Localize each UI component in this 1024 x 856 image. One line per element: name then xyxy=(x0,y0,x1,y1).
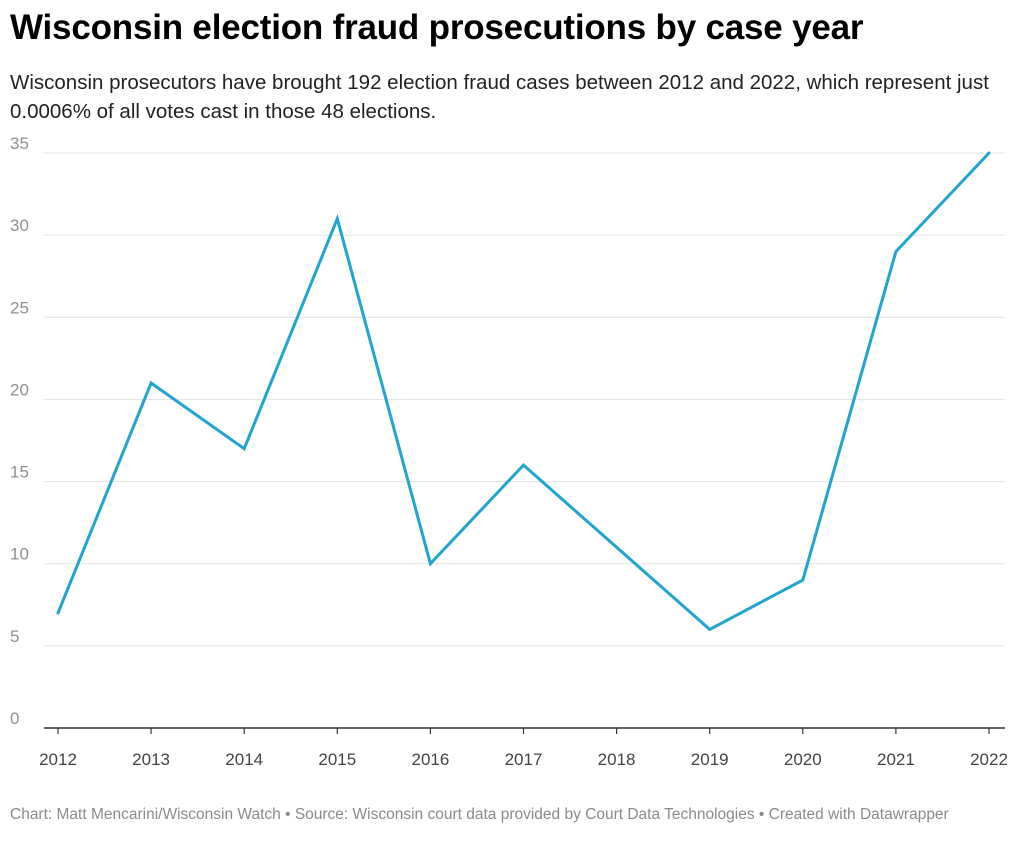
x-tick-label: 2020 xyxy=(784,750,822,769)
x-tick-label: 2016 xyxy=(411,750,449,769)
x-tick-label: 2019 xyxy=(691,750,729,769)
chart-footer: Chart: Matt Mencarini/Wisconsin Watch • … xyxy=(10,804,1020,825)
y-tick-label: 0 xyxy=(10,709,19,728)
y-tick-label: 10 xyxy=(10,545,29,564)
y-tick-label: 30 xyxy=(10,216,29,235)
series-layer xyxy=(56,151,991,632)
y-axis-ticks: 0 5 10 15 20 25 30 35 xyxy=(10,134,29,728)
data-point xyxy=(522,464,525,467)
data-point xyxy=(801,579,804,582)
data-point xyxy=(57,612,60,615)
data-point xyxy=(988,152,991,155)
y-tick-label: 15 xyxy=(10,463,29,482)
x-tick-label: 2014 xyxy=(225,750,263,769)
data-point xyxy=(615,546,618,549)
data-point xyxy=(150,382,153,385)
chart-title: Wisconsin election fraud prosecutions by… xyxy=(10,8,864,47)
data-point xyxy=(429,562,432,565)
x-axis: 2012 2013 2014 2015 2016 2017 2018 2019 2020 2021… xyxy=(39,727,1008,769)
chart-subtitle: Wisconsin prosecutors have brought 192 e… xyxy=(10,71,989,123)
x-tick-label: 2013 xyxy=(132,750,170,769)
data-point xyxy=(708,628,711,631)
data-point xyxy=(894,250,897,253)
gridlines xyxy=(44,152,1005,647)
data-point xyxy=(243,447,246,450)
x-tick-label: 2012 xyxy=(39,750,77,769)
y-tick-label: 35 xyxy=(10,134,29,153)
footer-source: Source: Wisconsin court data provided by… xyxy=(294,806,755,823)
x-tick-label: 2017 xyxy=(505,750,543,769)
footer-created: Created with Datawrapper xyxy=(768,806,949,823)
x-tick-label: 2018 xyxy=(598,750,636,769)
footer-credit: Chart: Matt Mencarini/Wisconsin Watch xyxy=(10,806,281,823)
x-tick-label: 2015 xyxy=(318,750,356,769)
data-point xyxy=(336,217,339,220)
y-tick-label: 5 xyxy=(10,627,19,646)
x-tick-label: 2022 xyxy=(970,750,1008,769)
y-tick-label: 20 xyxy=(10,380,29,399)
y-tick-label: 25 xyxy=(10,298,29,317)
x-tick-label: 2021 xyxy=(877,750,915,769)
series-line xyxy=(56,151,991,632)
footer-separator: • xyxy=(280,806,295,823)
footer-separator: • xyxy=(754,806,769,823)
